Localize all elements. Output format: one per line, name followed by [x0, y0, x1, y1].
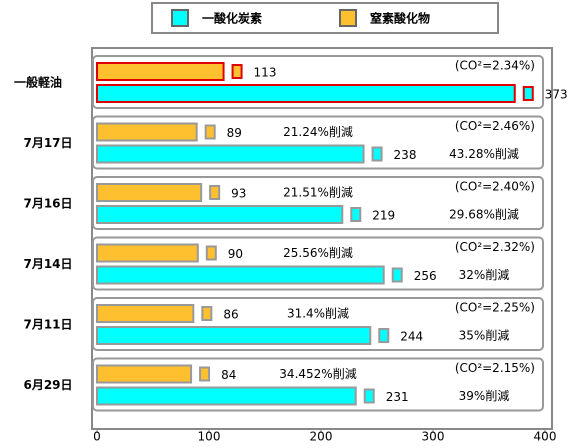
legend-box: [151, 2, 499, 34]
bar: [96, 265, 385, 285]
bar: [96, 183, 203, 202]
value-label: 89: [227, 126, 242, 140]
co-reduction: 29.68%削減: [449, 207, 519, 222]
bar: [96, 84, 516, 103]
value-label: 244: [400, 330, 423, 344]
co-reduction: 39%削減: [459, 388, 510, 403]
x-tick-label: 0: [93, 430, 101, 444]
x-tick-label: 400: [534, 430, 557, 444]
legend-label: 窒素酸化物: [370, 11, 430, 26]
bar-cap: [522, 86, 534, 101]
bar: [96, 122, 198, 142]
legend-swatch: [171, 9, 189, 27]
bar: [96, 144, 365, 164]
bar-cap: [378, 328, 390, 343]
nox-reduction: 25.56%削減: [283, 245, 353, 260]
bar: [96, 205, 344, 224]
value-label: 238: [394, 148, 417, 162]
value-label: 90: [228, 247, 243, 261]
value-label: 219: [372, 209, 395, 223]
category-label: 7月16日: [23, 197, 72, 211]
bar-cap: [205, 245, 217, 261]
category-label: 7月17日: [23, 136, 72, 150]
bar-cap: [363, 388, 375, 404]
co2-label: (CO²=2.25%): [455, 301, 535, 315]
category-label: 7月14日: [23, 257, 72, 271]
bar-cap: [231, 64, 243, 79]
category-label: 一般軽油: [14, 75, 62, 90]
bar-cap: [371, 146, 383, 162]
value-label: 256: [414, 269, 437, 283]
nox-reduction: 21.24%削減: [283, 124, 353, 139]
co2-label: (CO²=2.40%): [455, 180, 535, 194]
value-label: 93: [231, 187, 246, 201]
co2-label: (CO²=2.15%): [455, 361, 535, 375]
bar-cap: [204, 124, 216, 140]
bar: [96, 243, 199, 263]
co2-label: (CO²=2.32%): [455, 240, 535, 254]
x-tick-label: 200: [310, 430, 333, 444]
legend-swatch: [339, 9, 357, 27]
category-label: 7月11日: [23, 318, 72, 332]
nox-reduction: 34.452%削減: [279, 366, 356, 381]
value-label: 373: [545, 88, 568, 102]
co2-label: (CO²=2.34%): [455, 59, 535, 73]
value-label: 113: [254, 66, 277, 80]
bar: [96, 62, 225, 81]
value-label: 86: [223, 308, 238, 322]
co-reduction: 32%削減: [459, 267, 510, 282]
bar: [96, 386, 357, 406]
bar: [96, 364, 193, 384]
bar-cap: [201, 306, 213, 321]
bar-cap: [391, 267, 403, 283]
bar: [96, 326, 372, 345]
legend-label: 一酸化炭素: [202, 11, 262, 26]
value-label: 231: [386, 390, 409, 404]
bar-cap: [350, 207, 362, 222]
bar-cap: [209, 185, 221, 200]
x-tick-label: 300: [422, 430, 445, 444]
x-tick-label: 100: [198, 430, 221, 444]
co2-label: (CO²=2.46%): [455, 119, 535, 133]
nox-reduction: 21.51%削減: [283, 185, 353, 200]
nox-reduction: 31.4%削減: [287, 306, 349, 321]
bar-cap: [199, 366, 211, 382]
co-reduction: 35%削減: [459, 328, 510, 343]
bar: [96, 304, 195, 323]
co-reduction: 43.28%削減: [449, 146, 519, 161]
category-label: 6月29日: [23, 378, 72, 392]
value-label: 84: [221, 368, 236, 382]
